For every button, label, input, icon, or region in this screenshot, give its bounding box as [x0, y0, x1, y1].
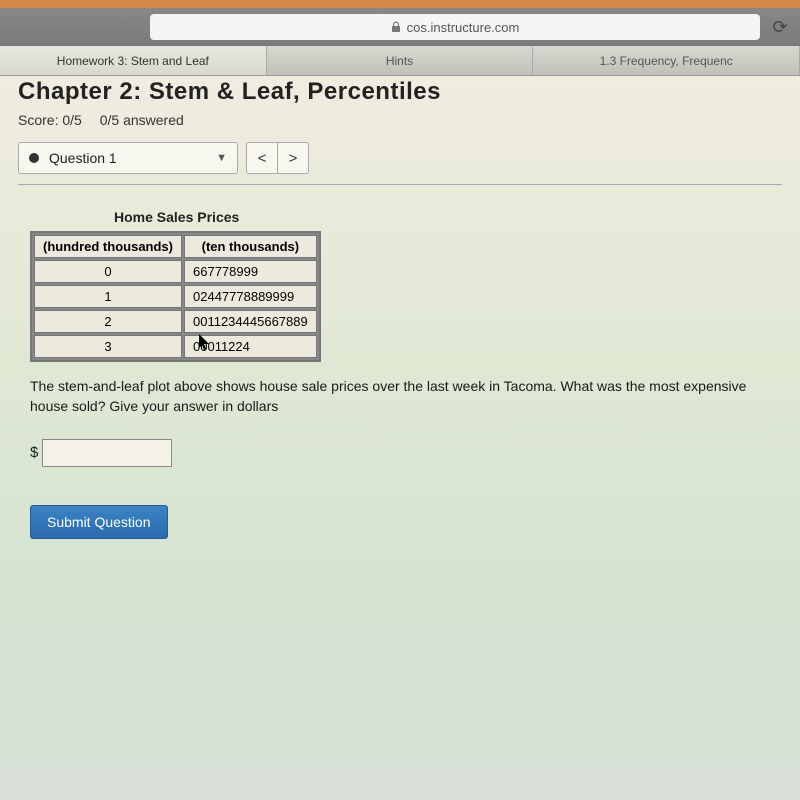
address-bar[interactable]: cos.instructure.com: [150, 14, 760, 40]
question-current: Question 1: [49, 150, 117, 166]
cell-leaf: 667778999: [184, 260, 317, 283]
address-url: cos.instructure.com: [407, 20, 520, 35]
browser-address-row: cos.instructure.com ⟳: [0, 8, 800, 46]
tab-frequency[interactable]: 1.3 Frequency, Frequenc: [533, 46, 800, 75]
cell-stem: 3: [34, 335, 182, 358]
tab-homework[interactable]: Homework 3: Stem and Leaf: [0, 46, 267, 75]
header-stem: (hundred thousands): [34, 235, 182, 258]
table-row: 2 0011234445667889: [34, 310, 317, 333]
table-row: 3 00011224: [34, 335, 317, 358]
chevron-down-icon: ▼: [216, 152, 227, 164]
prev-question-button[interactable]: <: [246, 142, 278, 174]
header-leaf: (ten thousands): [184, 235, 317, 258]
cell-stem: 0: [34, 260, 182, 283]
answered-label: 0/5 answered: [100, 112, 184, 128]
cell-leaf: 00011224: [184, 335, 317, 358]
cell-stem: 2: [34, 310, 182, 333]
page-title: Chapter 2: Stem & Leaf, Percentiles: [18, 76, 782, 106]
table-row: 0 667778999: [34, 260, 317, 283]
currency-prefix: $: [30, 444, 38, 461]
question-select[interactable]: Question 1 ▼: [18, 142, 238, 174]
score-line: Score: 0/5 0/5 answered: [18, 112, 782, 128]
answer-input[interactable]: [42, 439, 172, 467]
tab-hints[interactable]: Hints: [267, 46, 534, 75]
browser-tabs: Homework 3: Stem and Leaf Hints 1.3 Freq…: [0, 46, 800, 76]
cell-stem: 1: [34, 285, 182, 308]
table-title: Home Sales Prices: [114, 209, 782, 225]
lock-icon: [391, 21, 401, 33]
table-header-row: (hundred thousands) (ten thousands): [34, 235, 317, 258]
table-row: 1 02447778889999: [34, 285, 317, 308]
refresh-icon[interactable]: ⟳: [760, 17, 800, 38]
score-label: Score: 0/5: [18, 112, 82, 128]
question-prompt: The stem-and-leaf plot above shows house…: [30, 376, 770, 417]
stem-leaf-table: (hundred thousands) (ten thousands) 0 66…: [30, 231, 321, 362]
question-status-dot-icon: [29, 153, 39, 163]
submit-question-button[interactable]: Submit Question: [30, 505, 168, 539]
cell-leaf: 02447778889999: [184, 285, 317, 308]
next-question-button[interactable]: >: [277, 142, 309, 174]
divider: [18, 184, 782, 185]
cell-leaf: 0011234445667889: [184, 310, 317, 333]
